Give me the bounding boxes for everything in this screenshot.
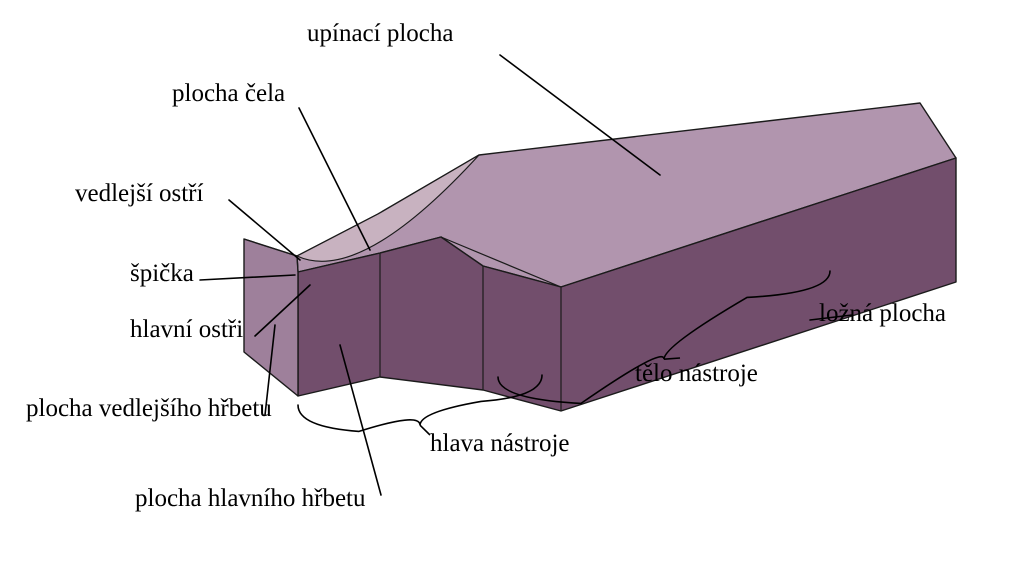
label-plocha-vedlejsiho-hrbetu: plocha vedlejšího hřbetu [26, 395, 272, 423]
label-vedlejsi-ostri: vedlejší ostří [75, 180, 203, 208]
label-plocha-hlavniho-hrbetu: plocha hlavního hřbetu [135, 485, 366, 513]
label-lozna-plocha: ložná plocha [819, 300, 946, 328]
label-upinaci-plocha: upínací plocha [307, 20, 453, 48]
label-spicka: špička [130, 260, 194, 288]
label-hlava-nastroje: hlava nástroje [430, 430, 570, 458]
label-hlavni-ostri: hlavní ostři [130, 316, 243, 344]
label-plocha-cela: plocha čela [172, 80, 285, 108]
label-telo-nastroje: tělo nástroje [635, 360, 758, 388]
